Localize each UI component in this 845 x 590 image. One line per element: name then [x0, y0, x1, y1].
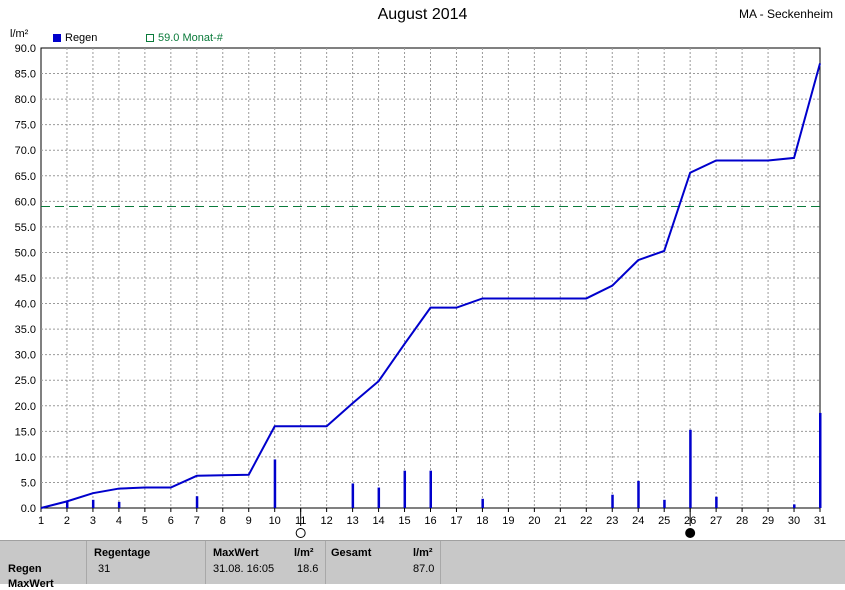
y-tick-label: 65.0	[15, 171, 36, 183]
rain-bar	[429, 470, 432, 508]
rain-bar	[637, 480, 640, 508]
header-maxwert: MaxWert	[213, 547, 259, 559]
y-tick-label: 30.0	[15, 350, 36, 362]
x-tick-label: 6	[168, 515, 174, 527]
legend-month-swatch	[146, 34, 154, 42]
x-tick-label: 18	[476, 515, 488, 527]
value-regentage: 31	[98, 563, 111, 575]
y-tick-label: 90.0	[15, 43, 36, 55]
x-tick-label: 19	[502, 515, 514, 527]
x-tick-label: 5	[142, 515, 148, 527]
rain-bar	[793, 504, 796, 508]
header-gesamt: Gesamt	[331, 547, 372, 559]
legend-month: 59.0 Monat-#	[146, 32, 223, 44]
header-unit-1: l/m²	[294, 547, 314, 559]
rain-bar	[195, 496, 199, 508]
x-tick-label: 13	[346, 515, 358, 527]
rain-bar	[91, 499, 95, 508]
rain-bar	[117, 501, 121, 508]
row-label-maxwert: MaxWert	[8, 578, 54, 590]
x-tick-label: 15	[398, 515, 410, 527]
y-tick-label: 55.0	[15, 222, 36, 234]
x-tick-label: 24	[632, 515, 644, 527]
legend-rain-swatch	[53, 34, 61, 42]
y-tick-label: 15.0	[15, 426, 36, 438]
rain-bar	[377, 487, 381, 508]
x-tick-label: 22	[580, 515, 592, 527]
rain-bar	[65, 501, 69, 508]
chart-title: August 2014	[377, 6, 468, 23]
x-tick-label: 20	[528, 515, 540, 527]
rain-bar	[351, 483, 355, 508]
x-tick-label: 12	[321, 515, 333, 527]
value-maxwert: 18.6	[297, 563, 319, 575]
x-tick-label: 10	[269, 515, 281, 527]
x-tick-label: 9	[246, 515, 252, 527]
rain-bar	[611, 494, 614, 508]
rain-chart: 0.0 5.0 10.0 15.0 20.0 25.0 30.0 35.0 40.0 45.0 50…	[15, 43, 826, 538]
x-tick-label: 23	[606, 515, 618, 527]
legend-rain: Regen	[53, 32, 97, 44]
x-tick-label: 17	[450, 515, 462, 527]
rain-bar	[663, 499, 666, 508]
y-tick-label: 50.0	[15, 247, 36, 259]
y-tick-label: 70.0	[15, 145, 36, 157]
x-tick-label: 21	[554, 515, 566, 527]
x-tick-label: 14	[372, 515, 384, 527]
station-label: MA - Seckenheim	[738, 7, 833, 21]
rain-bar	[715, 496, 718, 508]
rain-bar	[403, 470, 407, 508]
y-tick-label: 0.0	[21, 503, 36, 515]
moon-filled-icon	[685, 528, 696, 538]
x-tick-label: 8	[220, 515, 226, 527]
y-tick-label: 25.0	[15, 375, 36, 387]
legend-month-label: 59.0 Monat-#	[158, 32, 223, 44]
x-tick-label: 16	[424, 515, 436, 527]
value-maxwert-date: 31.08. 16:05	[213, 563, 275, 575]
legend-rain-label: Regen	[65, 32, 98, 44]
moon-outline-icon	[295, 528, 306, 538]
y-tick-label: 45.0	[15, 273, 36, 285]
y-tick-label: 20.0	[15, 401, 36, 413]
y-axis-unit: l/m²	[10, 28, 29, 40]
rain-bar	[273, 459, 277, 508]
x-tick-label: 31	[814, 515, 826, 527]
x-tick-label: 7	[194, 515, 200, 527]
x-tick-label: 30	[788, 515, 800, 527]
header-unit-2: l/m²	[413, 547, 433, 559]
x-tick-label: 25	[658, 515, 670, 527]
y-tick-label: 35.0	[15, 324, 36, 336]
row-label-regen: Regen	[8, 563, 42, 575]
x-tick-label: 2	[64, 515, 70, 527]
x-tick-label: 29	[762, 515, 774, 527]
y-tick-label: 85.0	[15, 69, 36, 81]
y-tick-label: 5.0	[21, 477, 36, 489]
y-tick-label: 40.0	[15, 299, 36, 311]
rain-bar	[819, 412, 822, 508]
y-tick-label: 10.0	[15, 452, 36, 464]
y-tick-label: 80.0	[15, 94, 36, 106]
header-regentage: Regentage	[94, 547, 151, 559]
rain-bar	[481, 498, 484, 508]
summary-panel: Regentage MaxWert l/m² Gesamt l/m² Regen…	[0, 540, 845, 590]
y-tick-label: 60.0	[15, 196, 36, 208]
x-tick-label: 28	[736, 515, 748, 527]
cumulative-rain-line	[40, 63, 821, 509]
x-tick-label: 4	[116, 515, 122, 527]
x-tick-label: 3	[90, 515, 96, 527]
x-tick-label: 1	[38, 515, 44, 527]
value-gesamt: 87.0	[413, 563, 435, 575]
rain-bar	[689, 429, 692, 508]
y-tick-label: 75.0	[15, 120, 36, 132]
x-tick-label: 27	[710, 515, 722, 527]
